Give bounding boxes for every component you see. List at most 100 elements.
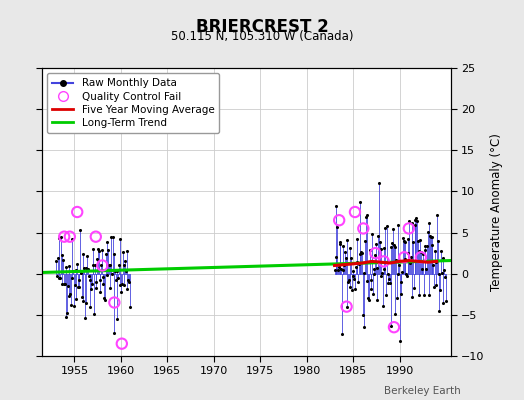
- Point: [335, 264, 343, 271]
- Point: [413, 238, 422, 244]
- Point: [359, 269, 368, 276]
- Point: [71, 267, 80, 274]
- Point: [394, 222, 402, 228]
- Text: BRIERCREST 2: BRIERCREST 2: [195, 18, 329, 36]
- Point: [81, 300, 90, 307]
- Point: [406, 260, 414, 266]
- Point: [389, 226, 397, 232]
- Point: [353, 259, 361, 265]
- Point: [398, 269, 407, 275]
- Legend: Raw Monthly Data, Quality Control Fail, Five Year Moving Average, Long-Term Tren: Raw Monthly Data, Quality Control Fail, …: [47, 73, 220, 133]
- Point: [412, 215, 420, 221]
- Point: [439, 254, 447, 261]
- Point: [434, 271, 443, 278]
- Point: [424, 292, 433, 298]
- Point: [347, 255, 355, 261]
- Y-axis label: Temperature Anomaly (°C): Temperature Anomaly (°C): [490, 133, 503, 291]
- Point: [348, 287, 356, 293]
- Point: [430, 284, 438, 290]
- Point: [392, 257, 400, 264]
- Point: [116, 282, 125, 288]
- Point: [407, 220, 416, 226]
- Point: [417, 254, 425, 260]
- Point: [73, 261, 81, 268]
- Point: [345, 245, 354, 252]
- Point: [95, 248, 103, 255]
- Point: [366, 286, 375, 292]
- Point: [400, 238, 408, 244]
- Point: [66, 291, 74, 297]
- Point: [423, 229, 432, 235]
- Point: [441, 298, 450, 304]
- Point: [421, 246, 430, 253]
- Point: [106, 261, 115, 268]
- Point: [373, 265, 381, 272]
- Text: Berkeley Earth: Berkeley Earth: [385, 386, 461, 396]
- Point: [60, 234, 69, 240]
- Point: [357, 248, 365, 255]
- Point: [61, 280, 69, 287]
- Point: [354, 279, 362, 285]
- Point: [383, 223, 391, 229]
- Point: [66, 234, 74, 240]
- Point: [99, 281, 107, 287]
- Point: [95, 289, 104, 296]
- Point: [335, 240, 344, 247]
- Point: [409, 239, 417, 245]
- Point: [119, 262, 128, 268]
- Point: [346, 283, 355, 290]
- Point: [124, 277, 133, 284]
- Point: [105, 261, 113, 268]
- Point: [337, 266, 345, 272]
- Point: [402, 271, 410, 277]
- Point: [345, 277, 353, 283]
- Point: [392, 295, 401, 301]
- Point: [335, 217, 343, 224]
- Point: [108, 234, 117, 240]
- Point: [373, 297, 381, 303]
- Point: [123, 286, 132, 292]
- Point: [369, 270, 378, 277]
- Point: [83, 253, 91, 259]
- Point: [78, 294, 86, 300]
- Point: [370, 266, 378, 272]
- Point: [63, 310, 71, 316]
- Point: [84, 266, 92, 272]
- Point: [428, 234, 436, 240]
- Point: [331, 266, 339, 273]
- Point: [56, 275, 64, 282]
- Point: [388, 240, 396, 246]
- Point: [379, 244, 388, 251]
- Point: [437, 248, 445, 255]
- Point: [57, 233, 65, 240]
- Point: [60, 280, 68, 287]
- Point: [122, 268, 130, 274]
- Point: [400, 254, 408, 260]
- Point: [410, 285, 418, 291]
- Point: [371, 250, 379, 256]
- Point: [71, 282, 79, 289]
- Point: [54, 235, 63, 241]
- Point: [429, 262, 438, 269]
- Point: [340, 262, 348, 268]
- Point: [400, 239, 409, 245]
- Point: [96, 277, 105, 283]
- Point: [79, 298, 88, 304]
- Point: [107, 234, 115, 241]
- Text: 50.115 N, 105.310 W (Canada): 50.115 N, 105.310 W (Canada): [171, 30, 353, 43]
- Point: [405, 218, 413, 224]
- Point: [374, 233, 383, 240]
- Point: [378, 270, 386, 276]
- Point: [376, 246, 385, 252]
- Point: [118, 249, 127, 255]
- Point: [438, 270, 446, 276]
- Point: [417, 248, 425, 255]
- Point: [112, 276, 120, 283]
- Point: [59, 257, 68, 264]
- Point: [431, 248, 439, 254]
- Point: [101, 297, 109, 304]
- Point: [375, 180, 383, 186]
- Point: [126, 304, 134, 310]
- Point: [69, 268, 78, 274]
- Point: [117, 288, 125, 295]
